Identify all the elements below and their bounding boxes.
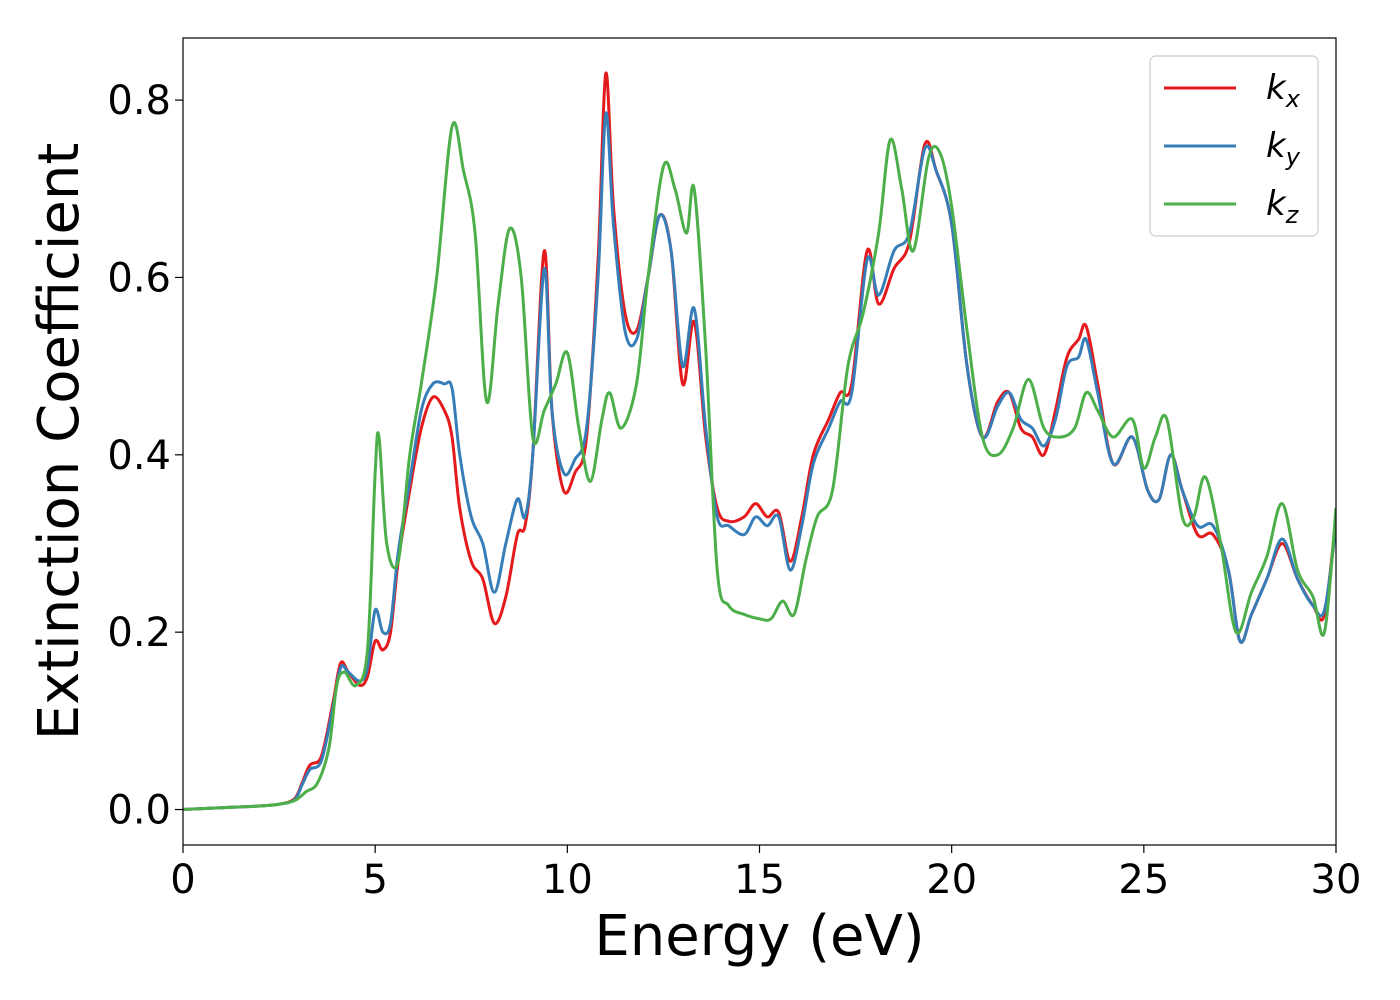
y-tick-label: 0.0 [107,788,171,834]
y-tick-label: 0.2 [107,610,171,656]
legend-label-subscript: z [1285,201,1300,229]
x-tick-label: 15 [734,857,785,903]
legend-label-kx: kx [1266,68,1301,113]
x-tick-label: 10 [542,857,593,903]
x-tick-label: 0 [170,857,195,903]
series-line-kz [183,121,1336,812]
x-axis-title: Energy (eV) [594,904,924,969]
x-tick-label: 20 [926,857,977,903]
legend-label-main: k [1266,126,1287,166]
x-tick-label: 25 [1118,857,1169,903]
axes-layer: 0 5 10 15 20 25 30 0.0 0.2 0.4 0.6 0.8 [107,37,1362,903]
series-layer [183,71,1336,812]
legend-label-subscript: x [1285,85,1301,113]
y-tick-label: 0.8 [107,78,171,124]
legend-label-kz: kz [1266,184,1300,229]
legend-label-subscript: y [1285,143,1301,171]
legend-label-main: k [1266,68,1287,108]
legend-label-ky: ky [1266,126,1301,171]
x-tick-label: 30 [1311,857,1362,903]
y-tick-label: 0.4 [107,433,171,479]
y-axis-title: Extinction Coefficient [27,143,92,741]
x-tick-label: 5 [362,857,387,903]
legend-label-main: k [1266,184,1287,224]
y-tick-label: 0.6 [107,255,171,301]
